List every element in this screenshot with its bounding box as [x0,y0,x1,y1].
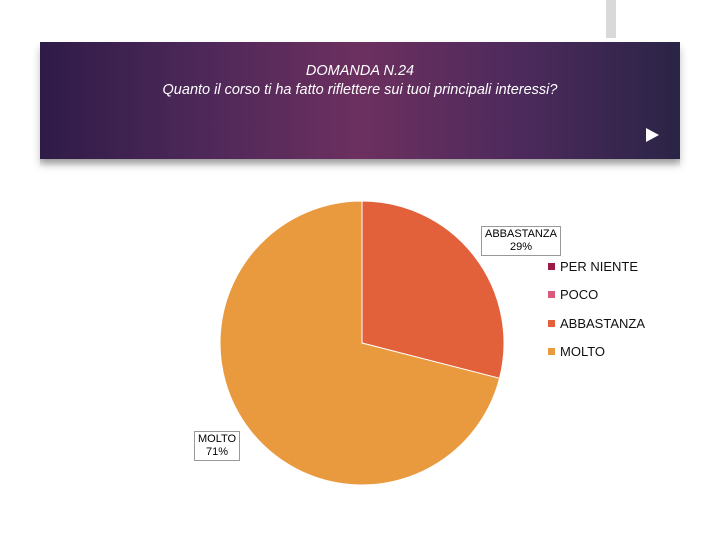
chart-legend: PER NIENTE POCO ABBASTANZA MOLTO [548,252,645,366]
legend-item-per-niente: PER NIENTE [548,252,645,281]
title-band [40,42,680,167]
pie-slice-molto [219,200,501,486]
legend-swatch [548,319,555,327]
legend-swatch [548,291,555,299]
corner-stripe [606,0,616,38]
legend-item-molto: MOLTO [548,338,645,367]
legend-swatch [548,348,555,356]
question-number: DOMANDA N.24 [305,63,415,79]
legend-label: MOLTO [560,344,606,360]
data-label-abbastanza-name: ABBASTANZA [485,228,557,240]
data-label-molto: MOLTO 71% [194,431,241,461]
pie-slice-abbastanza [361,200,505,379]
legend-item-abbastanza: ABBASTANZA [548,309,645,338]
data-label-abbastanza-value: 29% [509,241,532,253]
legend-swatch [548,262,555,270]
legend-label: ABBASTANZA [560,315,646,331]
data-label-molto-value: 71% [206,446,229,458]
legend-label: POCO [560,287,599,303]
slide-title: DOMANDA N.24 Quanto il corso ti ha fatto… [40,62,680,100]
legend-label: PER NIENTE [560,258,639,274]
data-label-abbastanza: ABBASTANZA 29% [481,226,561,256]
data-label-molto-name: MOLTO [198,433,237,445]
arrow-bullet-icon [646,128,659,142]
question-text: Quanto il corso ti ha fatto riflettere s… [162,82,558,98]
legend-item-poco: POCO [548,281,645,310]
